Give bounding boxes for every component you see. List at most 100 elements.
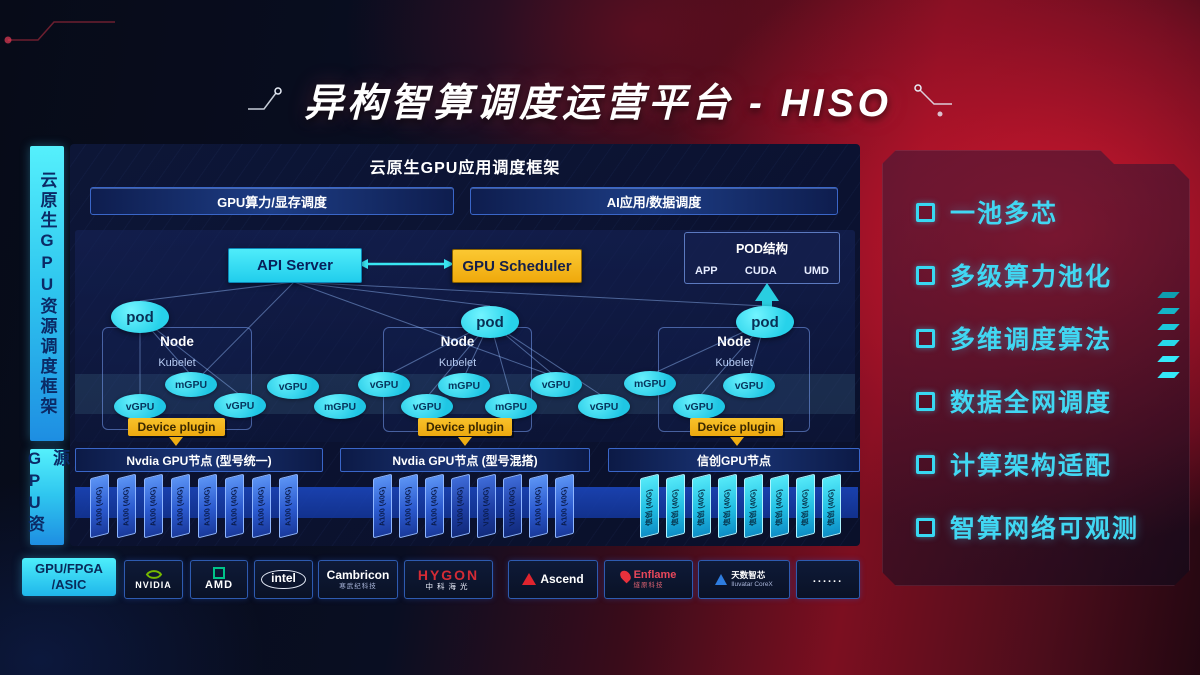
logo-label: 天数智芯 [731, 570, 766, 581]
gpu-ellipse: mGPU [165, 372, 217, 397]
gpu-ellipse: mGPU [485, 394, 537, 419]
pod-structure-item-cuda: CUDA [744, 265, 777, 277]
gpu-card-label: A100 (40G) [229, 485, 239, 528]
gpu-card-label: A100 (40G) [256, 485, 266, 528]
device-plugin-box-3: Device plugin [690, 418, 783, 436]
logo-label: NVIDIA [135, 579, 172, 590]
logo-nvidia: NVIDIA [124, 560, 183, 599]
logo-ascend: Ascend [508, 560, 598, 599]
device-plugin-box-1: Device plugin [128, 418, 225, 436]
gpu-card: A100 (40G) [252, 473, 271, 539]
gpu-card: A100 (40G) [529, 473, 548, 539]
feature-item-3: 多维调度算法 [916, 324, 1112, 354]
gpu-card: A100 (40G) [373, 473, 392, 539]
gpu-ellipse: vGPU [267, 374, 319, 399]
logo-cambricon: Cambricon 寒武纪科技 [318, 560, 398, 599]
gpu-ellipse: mGPU [438, 373, 490, 398]
gpu-card-label: A100 (40G) [377, 485, 387, 528]
kubelet-label: Kubelet [715, 357, 753, 369]
gpu-card-label: A100 (40G) [148, 485, 158, 528]
square-bullet-icon [916, 454, 935, 474]
features-panel [882, 150, 1190, 586]
logo-sublabel: 寒武纪科技 [339, 582, 377, 590]
gpu-card: A100 (40G) [90, 473, 109, 539]
gpu-card-label: A100 (40G) [429, 485, 439, 528]
amd-square-icon [213, 567, 225, 580]
nvidia-eye-icon [145, 569, 162, 579]
gpu-ellipse: vGPU [723, 373, 775, 398]
gpu-ellipse: vGPU [401, 394, 453, 419]
gpu-card-label: 信创 (40G) [644, 488, 654, 527]
gpu-card-label: 信创 (40G) [696, 488, 706, 527]
feature-item-4: 数据全网调度 [916, 387, 1112, 417]
feature-item-6: 智算网络可观测 [916, 513, 1139, 543]
pod-structure-item-umd: UMD [803, 265, 829, 277]
kubelet-label: Kubelet [158, 357, 196, 369]
pod-structure-item-app: APP [695, 265, 718, 277]
gpu-card: 信创 (40G) [640, 473, 659, 539]
feature-label: 多维调度算法 [950, 326, 1113, 354]
node-label: Node [717, 334, 751, 349]
logo-iluvatar: 天数智芯 Iluvatar CoreX [698, 560, 790, 599]
feature-label: 一池多芯 [950, 200, 1059, 228]
gpu-card-label: 信创 (40G) [670, 488, 680, 527]
gpu-card: V100 (40G) [503, 473, 522, 539]
gpu-ellipse: vGPU [358, 372, 410, 397]
feature-item-5: 计算架构适配 [916, 450, 1112, 480]
corner-circuit-decoration [4, 21, 115, 44]
logo-label: Enflame [633, 569, 677, 582]
square-bullet-icon [916, 202, 935, 222]
flame-icon [617, 568, 633, 584]
gpu-card-label: V100 (40G) [481, 486, 491, 528]
gpu-ellipse: mGPU [624, 371, 676, 396]
gpu-group-header-2: Nvdia GPU节点 (型号混搭) [340, 448, 590, 472]
gpu-card: A100 (40G) [171, 473, 190, 539]
bar-gpu-compute-scheduling: GPU算力/显存调度 [90, 187, 454, 215]
logo-sublabel: 中科海光 [425, 582, 472, 592]
gpu-group-header-1: Nvdia GPU节点 (型号统一) [75, 448, 323, 472]
gpu-card-label: A100 (40G) [175, 485, 185, 528]
sidebar-framework-bar: 云原生GPU资源调度框架 [30, 146, 64, 441]
down-arrow-icon [458, 437, 472, 446]
feature-item-2: 多级算力池化 [916, 261, 1112, 291]
square-bullet-icon [916, 517, 935, 537]
logo-label: HYGON [417, 567, 480, 584]
gpu-card: A100 (40G) [225, 473, 244, 539]
gpu-ellipse: vGPU [578, 394, 630, 419]
sidebar-gpu-bar: GPU资源 [25, 449, 69, 545]
page-title: 异构智算调度运营平台 - HISO [303, 82, 892, 125]
logo-label: Ascend [540, 571, 584, 586]
sidebar-gpu-label: GPU资源 [25, 449, 69, 535]
gpu-card-label: A100 (40G) [283, 485, 293, 528]
gpu-card-label: A100 (40G) [94, 485, 104, 528]
gpu-scheduler-box: GPU Scheduler [452, 249, 582, 283]
gpu-card: 信创 (40G) [770, 473, 789, 539]
gpu-card-label: 信创 (40G) [800, 488, 810, 527]
gpu-card: A100 (40G) [198, 473, 217, 539]
gpu-card-label: V100 (40G) [507, 486, 517, 528]
pod-structure-box: POD结构 APP CUDA UMD [684, 232, 840, 284]
api-server-box: API Server [228, 248, 362, 283]
square-bullet-icon [916, 391, 935, 411]
gpu-card: 信创 (40G) [692, 473, 711, 539]
down-arrow-icon [169, 437, 183, 446]
gpu-card-label: 信创 (40G) [826, 488, 836, 527]
node-label: Node [440, 334, 475, 349]
node-label: Node [160, 334, 194, 349]
hardware-label-line1: GPU/FPGA [35, 560, 103, 576]
gpu-card: 信创 (40G) [718, 473, 737, 539]
gpu-ellipse: vGPU [530, 372, 582, 397]
gpu-group-header-3: 信创GPU节点 [608, 448, 860, 472]
gpu-card: A100 (40G) [555, 473, 574, 539]
gpu-card: V100 (40G) [451, 473, 470, 539]
feature-label: 多级算力池化 [950, 263, 1113, 291]
gpu-card-label: A100 (40G) [533, 485, 543, 528]
gpu-card: A100 (40G) [279, 473, 298, 539]
device-plugin-box-2: Device plugin [418, 418, 512, 436]
logo-sublabel: 燧原科技 [633, 582, 664, 590]
gpu-ellipse: vGPU [214, 393, 266, 418]
logo-hygon: HYGON 中科海光 [404, 560, 493, 599]
gpu-card-label: 信创 (40G) [748, 488, 758, 527]
logo-label: AMD [204, 579, 234, 592]
